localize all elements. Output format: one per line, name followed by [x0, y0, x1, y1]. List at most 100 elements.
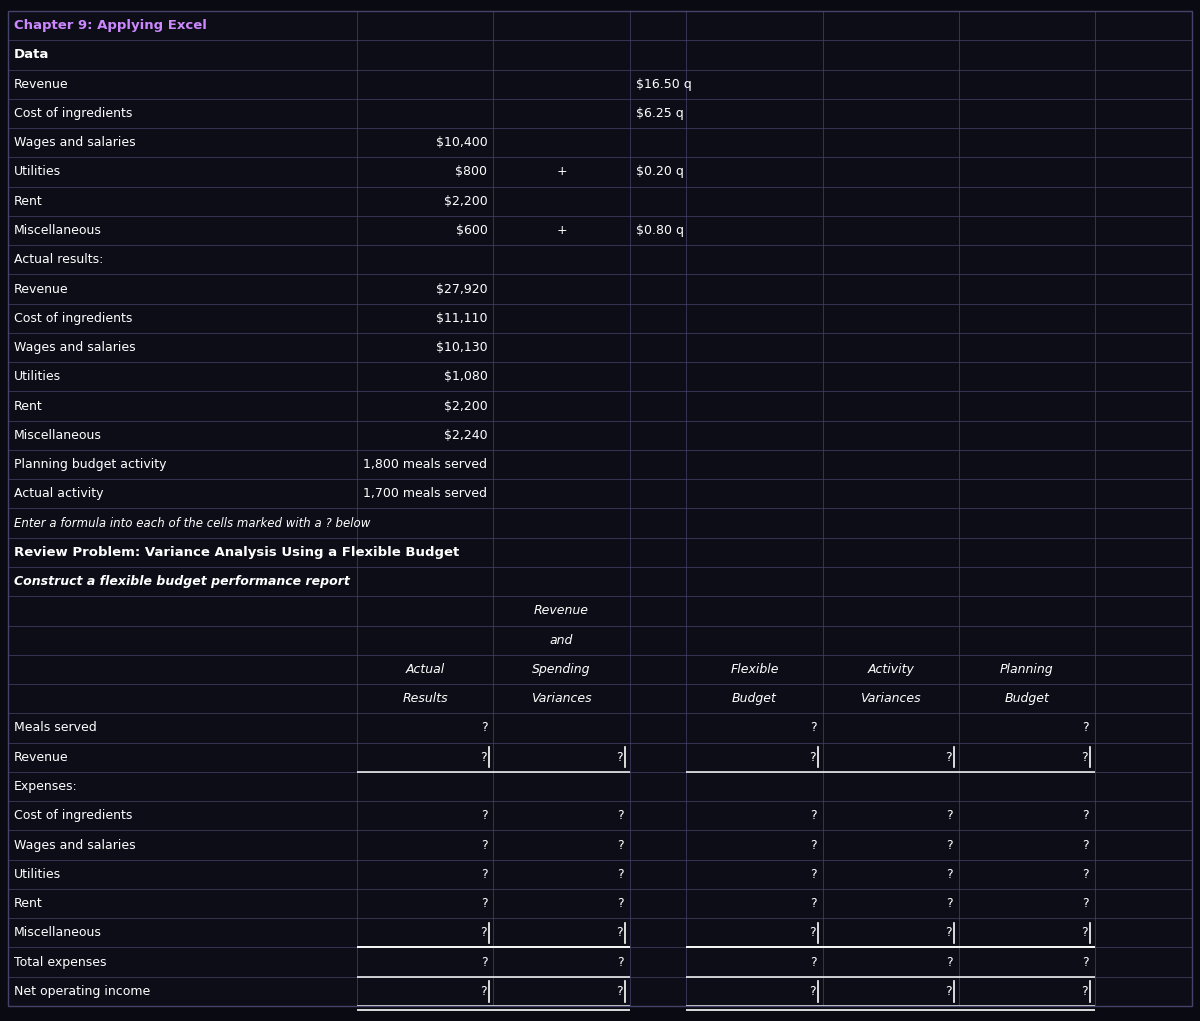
Text: Utilities: Utilities — [14, 165, 61, 179]
Text: Results: Results — [402, 692, 448, 706]
Text: Total expenses: Total expenses — [14, 956, 107, 969]
Text: Flexible: Flexible — [731, 663, 779, 676]
Text: and: and — [550, 634, 574, 646]
Text: Chapter 9: Applying Excel: Chapter 9: Applying Excel — [14, 19, 206, 32]
Text: $27,920: $27,920 — [436, 283, 487, 295]
Text: ?: ? — [946, 985, 952, 998]
Text: ?: ? — [1081, 926, 1088, 939]
Text: ?: ? — [946, 956, 953, 969]
Text: Meals served: Meals served — [14, 722, 97, 734]
Text: ?: ? — [481, 810, 487, 822]
Text: $16.50 q: $16.50 q — [636, 78, 691, 91]
Text: ?: ? — [810, 956, 816, 969]
Text: Revenue: Revenue — [14, 283, 68, 295]
Text: Cost of ingredients: Cost of ingredients — [14, 311, 132, 325]
Text: ?: ? — [1082, 810, 1088, 822]
Text: Variances: Variances — [532, 692, 592, 706]
Text: ?: ? — [616, 750, 623, 764]
Text: ?: ? — [946, 926, 952, 939]
Text: ?: ? — [616, 926, 623, 939]
Text: Spending: Spending — [533, 663, 590, 676]
Text: ?: ? — [481, 838, 487, 852]
Text: Revenue: Revenue — [534, 604, 589, 618]
Text: ?: ? — [480, 985, 486, 998]
Text: $2,200: $2,200 — [444, 195, 487, 207]
Text: Expenses:: Expenses: — [14, 780, 78, 793]
Text: Miscellaneous: Miscellaneous — [14, 926, 102, 939]
Text: Budget: Budget — [732, 692, 776, 706]
Text: ?: ? — [809, 926, 816, 939]
Text: $800: $800 — [456, 165, 487, 179]
Text: Variances: Variances — [860, 692, 920, 706]
Text: $11,110: $11,110 — [436, 311, 487, 325]
Text: Revenue: Revenue — [14, 750, 68, 764]
Text: ?: ? — [946, 897, 953, 910]
Text: ?: ? — [946, 838, 953, 852]
Text: ?: ? — [481, 868, 487, 881]
Text: ?: ? — [481, 897, 487, 910]
Text: ?: ? — [617, 868, 624, 881]
Text: Cost of ingredients: Cost of ingredients — [14, 810, 132, 822]
Text: ?: ? — [810, 810, 816, 822]
Text: Actual results:: Actual results: — [14, 253, 103, 266]
Text: Revenue: Revenue — [14, 78, 68, 91]
Text: Wages and salaries: Wages and salaries — [14, 341, 136, 354]
Text: Review Problem: Variance Analysis Using a Flexible Budget: Review Problem: Variance Analysis Using … — [14, 546, 460, 558]
Text: Wages and salaries: Wages and salaries — [14, 838, 136, 852]
Text: ?: ? — [809, 985, 816, 998]
Text: Actual: Actual — [406, 663, 445, 676]
Text: ?: ? — [810, 897, 816, 910]
Text: ?: ? — [617, 956, 624, 969]
Text: ?: ? — [617, 810, 624, 822]
Text: ?: ? — [946, 868, 953, 881]
Text: 1,700 meals served: 1,700 meals served — [364, 487, 487, 500]
Text: +: + — [557, 224, 566, 237]
Text: Actual activity: Actual activity — [14, 487, 103, 500]
Text: Data: Data — [14, 48, 49, 61]
Text: $2,240: $2,240 — [444, 429, 487, 442]
Text: 1,800 meals served: 1,800 meals served — [364, 458, 487, 471]
Text: ?: ? — [810, 722, 816, 734]
Text: ?: ? — [1081, 985, 1088, 998]
Text: Activity: Activity — [868, 663, 914, 676]
Text: $6.25 q: $6.25 q — [636, 107, 683, 119]
Text: Planning budget activity: Planning budget activity — [14, 458, 167, 471]
Text: Rent: Rent — [14, 195, 43, 207]
Text: ?: ? — [809, 750, 816, 764]
Text: Miscellaneous: Miscellaneous — [14, 224, 102, 237]
Text: $1,080: $1,080 — [444, 371, 487, 383]
Text: Utilities: Utilities — [14, 371, 61, 383]
Text: Enter a formula into each of the cells marked with a ? below: Enter a formula into each of the cells m… — [14, 517, 371, 530]
Text: Net operating income: Net operating income — [14, 985, 150, 998]
Text: $10,400: $10,400 — [436, 136, 487, 149]
Text: $0.80 q: $0.80 q — [636, 224, 684, 237]
Text: ?: ? — [617, 838, 624, 852]
Text: $10,130: $10,130 — [436, 341, 487, 354]
Text: ?: ? — [480, 750, 486, 764]
Text: ?: ? — [946, 810, 953, 822]
Text: ?: ? — [481, 722, 487, 734]
Text: +: + — [557, 165, 566, 179]
Text: $0.20 q: $0.20 q — [636, 165, 684, 179]
Text: ?: ? — [810, 868, 816, 881]
Text: ?: ? — [617, 897, 624, 910]
Text: Planning: Planning — [1000, 663, 1054, 676]
Text: Construct a flexible budget performance report: Construct a flexible budget performance … — [14, 575, 350, 588]
Text: $600: $600 — [456, 224, 487, 237]
Text: Wages and salaries: Wages and salaries — [14, 136, 136, 149]
Text: Budget: Budget — [1004, 692, 1049, 706]
Text: Rent: Rent — [14, 897, 43, 910]
Text: ?: ? — [1082, 838, 1088, 852]
Text: Miscellaneous: Miscellaneous — [14, 429, 102, 442]
Text: Utilities: Utilities — [14, 868, 61, 881]
Text: ?: ? — [1082, 956, 1088, 969]
Text: ?: ? — [1082, 722, 1088, 734]
Text: ?: ? — [481, 956, 487, 969]
Text: Rent: Rent — [14, 399, 43, 412]
Text: ?: ? — [1082, 868, 1088, 881]
Text: ?: ? — [616, 985, 623, 998]
Text: Cost of ingredients: Cost of ingredients — [14, 107, 132, 119]
Text: ?: ? — [480, 926, 486, 939]
Text: ?: ? — [1082, 897, 1088, 910]
Text: ?: ? — [810, 838, 816, 852]
